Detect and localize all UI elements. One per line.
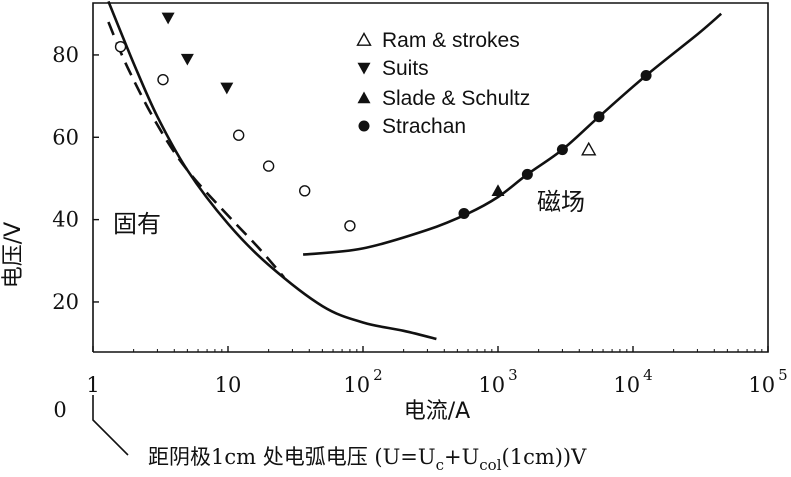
legend-label: Suits bbox=[382, 57, 429, 80]
legend-item: Slade & Schultz bbox=[357, 87, 530, 110]
legend-marker-filled-down-triangle bbox=[357, 62, 371, 75]
data-point bbox=[157, 73, 169, 86]
y-tick-label: 40 bbox=[52, 208, 79, 232]
x-tick-label: 10 5 bbox=[748, 366, 787, 397]
annotation-intrinsic: 固有 bbox=[113, 210, 161, 238]
x-tick-label: 10 2 bbox=[343, 366, 382, 397]
data-point bbox=[262, 160, 275, 172]
legend-item: Suits bbox=[357, 57, 429, 80]
plot-frame bbox=[92, 2, 769, 353]
y-tick-label: 60 bbox=[52, 125, 79, 149]
legend-label: Slade & Schultz bbox=[382, 87, 530, 110]
legend-marker-shape bbox=[357, 62, 371, 75]
data-point bbox=[299, 185, 311, 197]
legend-label: Ram & strokes bbox=[382, 29, 520, 52]
legend-marker-filled-circle bbox=[358, 120, 370, 132]
x-tick-label: 10 4 bbox=[613, 366, 652, 397]
data-point bbox=[593, 111, 605, 123]
x-axis-title: 电流/A bbox=[404, 399, 470, 424]
data-point bbox=[556, 144, 568, 156]
legend-item: Strachan bbox=[358, 115, 466, 138]
tick-labels: 20 40 60 80 1 10 10 2 10 3 10 4 10 5 bbox=[52, 43, 787, 397]
y-axis-title: 电压/V bbox=[1, 222, 26, 288]
data-point bbox=[640, 70, 652, 82]
legend-label: Strachan bbox=[382, 115, 466, 138]
solid-curve bbox=[107, 0, 437, 341]
legend-marker-shape bbox=[358, 120, 370, 132]
y-tick-label: 80 bbox=[52, 43, 79, 67]
data-point bbox=[344, 220, 356, 232]
data-point bbox=[161, 12, 175, 25]
annotation-magnetic-field: 磁场 bbox=[537, 188, 585, 216]
legend-marker-open-triangle bbox=[356, 32, 372, 46]
legend-marker-shape bbox=[357, 91, 371, 104]
data-point bbox=[114, 41, 127, 53]
legend-marker-shape bbox=[356, 32, 372, 46]
legend-marker-filled-up-triangle bbox=[357, 91, 371, 104]
axes bbox=[92, 2, 769, 353]
data-point bbox=[581, 141, 597, 156]
legend-item: Ram & strokes bbox=[356, 29, 520, 52]
data-point bbox=[458, 207, 470, 219]
dashed-curve bbox=[107, 21, 285, 279]
x-tick-label: 1 bbox=[86, 373, 99, 397]
legend: Ram & strokes Suits Slade & Schultz Stra… bbox=[356, 29, 530, 138]
data-point bbox=[491, 184, 505, 197]
y-zero-label: 0 bbox=[53, 398, 66, 422]
secondary-axis-label: 距阴极1cm 处电弧电压 (U=Uc+Ucol(1cm))V bbox=[148, 445, 587, 474]
data-point bbox=[180, 53, 194, 66]
data-point bbox=[232, 129, 245, 141]
data-point bbox=[220, 82, 234, 95]
data-point bbox=[521, 168, 533, 180]
x-tick-label: 10 3 bbox=[478, 366, 517, 397]
data-markers bbox=[114, 12, 652, 232]
leader-line bbox=[92, 395, 129, 456]
curves bbox=[107, 0, 723, 341]
x-tick-label: 10 bbox=[215, 373, 242, 397]
y-tick-label: 20 bbox=[52, 290, 79, 314]
